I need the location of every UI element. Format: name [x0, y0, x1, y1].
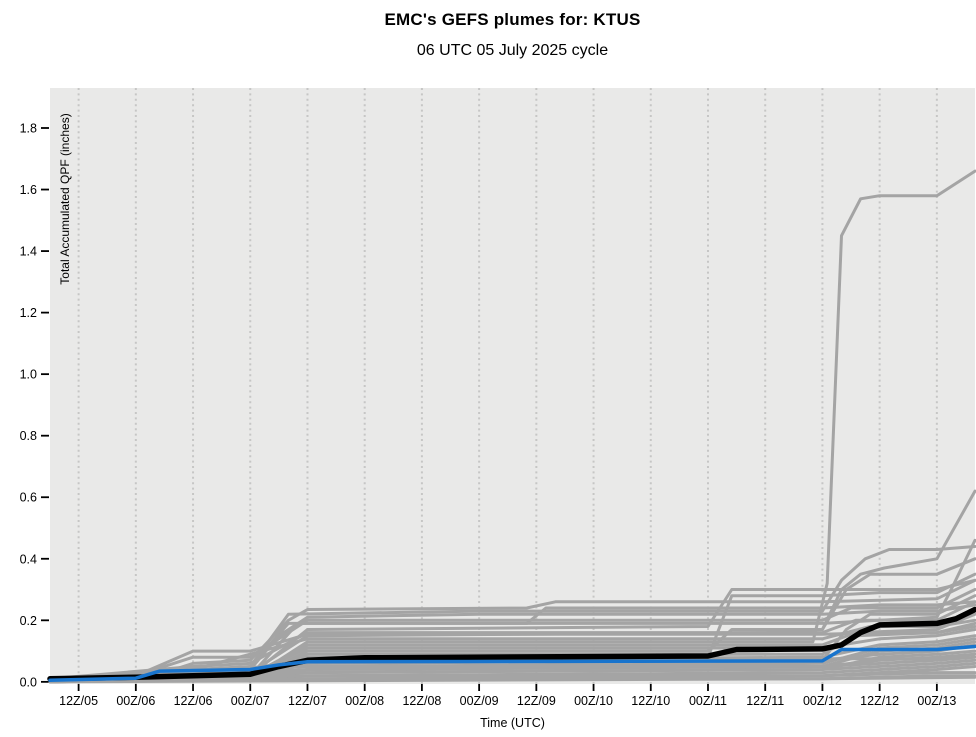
y-axis-tick-label: 1.4 [20, 245, 37, 259]
y-axis-tick-label: 0.8 [20, 429, 37, 443]
ensemble-member-line [48, 625, 976, 681]
y-axis-tick-label: 0.6 [20, 491, 37, 505]
x-axis-tick-label: 12Z/06 [174, 694, 213, 708]
x-axis-tick-label: 12Z/09 [517, 694, 556, 708]
x-axis-tick-label: 00Z/08 [345, 694, 384, 708]
x-axis-tick-label: 00Z/09 [460, 694, 499, 708]
ensemble-mean-line [47, 606, 976, 682]
plot-panel [50, 88, 975, 684]
control-member-line [48, 644, 976, 683]
y-axis-tick-label: 1.8 [20, 122, 37, 136]
y-axis-title: Total Accumulated QPF (inches) [58, 113, 72, 285]
y-axis-tick-label: 1.2 [20, 306, 37, 320]
page-title: EMC's GEFS plumes for: KTUS [384, 10, 641, 29]
y-axis-tick-label: 1.6 [20, 183, 37, 197]
x-axis-tick-label: 12Z/11 [746, 694, 784, 708]
x-axis-tick-label: 00Z/12 [803, 694, 842, 708]
ensemble-member-line [48, 675, 976, 684]
x-axis-title: Time (UTC) [480, 716, 545, 730]
x-axis-tick-label: 00Z/10 [574, 694, 613, 708]
y-axis-tick-label: 0.4 [20, 552, 37, 566]
y-axis-tick-label: 0.2 [20, 614, 37, 628]
x-axis-tick-label: 00Z/07 [231, 694, 270, 708]
x-axis-tick-label: 12Z/05 [59, 694, 98, 708]
x-axis-tick-label: 00Z/06 [116, 694, 155, 708]
x-axis-tick-label: 12Z/08 [402, 694, 441, 708]
y-axis-tick-label: 1.0 [20, 368, 37, 382]
page-subtitle: 06 UTC 05 July 2025 cycle [416, 42, 609, 59]
x-axis-tick-label: 12Z/07 [288, 694, 327, 708]
x-axis-tick-label: 00Z/11 [689, 694, 727, 708]
x-axis-tick-label: 00Z/13 [917, 694, 956, 708]
x-axis-tick-label: 12Z/10 [631, 694, 670, 708]
y-axis-tick-label: 0.0 [20, 675, 37, 689]
x-axis-tick-label: 12Z/12 [860, 694, 899, 708]
ensemble-member-line [48, 600, 976, 681]
